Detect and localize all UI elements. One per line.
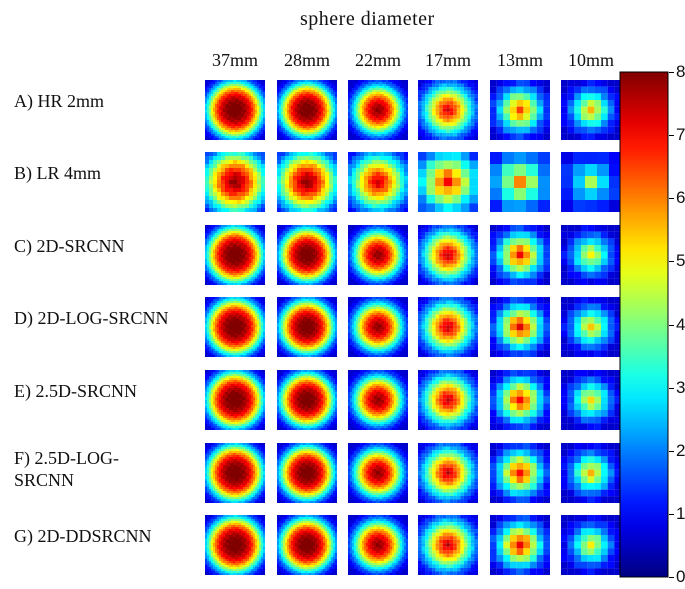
row-label-line: D) 2D-LOG-SRCNN: [14, 308, 169, 328]
row-label-line: C) 2D-SRCNN: [14, 236, 125, 256]
row-label-line: E) 2.5D-SRCNN: [14, 381, 138, 401]
heatmap-tile: [205, 152, 265, 212]
colorbar-tickmark: [669, 450, 674, 452]
colorbar-tick-label: 0: [676, 567, 685, 586]
heatmap-tile: [418, 370, 478, 430]
row-label-line: SRCNN: [14, 470, 75, 490]
row-label: B) LR 4mm: [14, 162, 204, 184]
row-label-line: B) LR 4mm: [14, 163, 102, 183]
heatmap-tile: [205, 443, 265, 503]
colorbar-tick-label: 5: [676, 251, 685, 271]
heatmap-tile: [205, 370, 265, 430]
colorbar-tickmark: [669, 135, 674, 137]
row-label-line: G) 2D-DDSRCNN: [14, 526, 152, 546]
colorbar-tick-label: 7: [676, 125, 685, 145]
heatmap-tile: [348, 370, 408, 430]
heatmap-tile: [490, 225, 550, 285]
colorbar-tick-label: 8: [676, 62, 685, 81]
colorbar-tickmark: [669, 198, 674, 200]
heatmap-tile: [277, 443, 337, 503]
heatmap-tile: [490, 152, 550, 212]
heatmap-tile: [277, 297, 337, 357]
heatmap-tile: [348, 225, 408, 285]
colorbar-gradient: [619, 71, 669, 578]
column-label: 10mm: [567, 50, 614, 70]
heatmap-tile: [418, 443, 478, 503]
heatmap-tile: [277, 80, 337, 140]
heatmap-tile: [418, 515, 478, 575]
colorbar-tickmark: [669, 387, 674, 389]
heatmap-tile: [205, 515, 265, 575]
row-label: F) 2.5D-LOG- SRCNN: [14, 447, 204, 491]
heatmap-tile: [277, 225, 337, 285]
heatmap-tile: [490, 80, 550, 140]
heatmap-tile: [205, 80, 265, 140]
heatmap-tile: [561, 370, 621, 430]
heatmap-tile: [561, 515, 621, 575]
column-label: 13mm: [496, 50, 543, 70]
colorbar-tick-label: 1: [676, 503, 685, 523]
colorbar-tick-label: 4: [676, 314, 685, 334]
row-label-line: F) 2.5D-LOG-: [14, 448, 119, 468]
figure-title: sphere diameter: [300, 8, 435, 30]
colorbar-tickmark: [669, 261, 674, 263]
row-label: E) 2.5D-SRCNN: [14, 380, 204, 402]
heatmap-tile: [348, 443, 408, 503]
heatmap-tile: [277, 515, 337, 575]
heatmap-tile: [490, 370, 550, 430]
row-label: A) HR 2mm: [14, 90, 204, 112]
heatmap-tile: [418, 80, 478, 140]
column-label: 37mm: [211, 50, 258, 70]
heatmap-tile: [348, 152, 408, 212]
heatmap-tile: [561, 80, 621, 140]
row-label: G) 2D-DDSRCNN: [14, 525, 204, 547]
colorbar: [619, 71, 669, 578]
colorbar-tickmark: [669, 577, 674, 578]
row-label: D) 2D-LOG-SRCNN: [14, 307, 204, 329]
heatmap-tile: [561, 443, 621, 503]
column-label: 17mm: [424, 50, 471, 70]
heatmap-tile: [348, 80, 408, 140]
row-label: C) 2D-SRCNN: [14, 235, 204, 257]
heatmap-tile: [205, 225, 265, 285]
heatmap-tile: [205, 297, 265, 357]
column-label: 28mm: [283, 50, 330, 70]
heatmap-tile: [490, 297, 550, 357]
heatmap-tile: [561, 297, 621, 357]
heatmap-tile: [490, 443, 550, 503]
row-label-line: A) HR 2mm: [14, 91, 104, 111]
colorbar-tickmark: [669, 72, 674, 73]
colorbar-tick-label: 6: [676, 188, 685, 208]
heatmap-tile: [561, 152, 621, 212]
colorbar-tickmark: [669, 324, 674, 326]
heatmap-tile: [561, 225, 621, 285]
colorbar-tick-label: 3: [676, 377, 685, 397]
heatmap-tile: [490, 515, 550, 575]
heatmap-tile: [348, 515, 408, 575]
heatmap-tile: [277, 370, 337, 430]
colorbar-tickmark: [669, 513, 674, 515]
heatmap-tile: [277, 152, 337, 212]
colorbar-tick-label: 2: [676, 440, 685, 460]
heatmap-tile: [418, 152, 478, 212]
heatmap-tile: [418, 225, 478, 285]
heatmap-tile: [418, 297, 478, 357]
column-label: 22mm: [354, 50, 401, 70]
heatmap-tile: [348, 297, 408, 357]
